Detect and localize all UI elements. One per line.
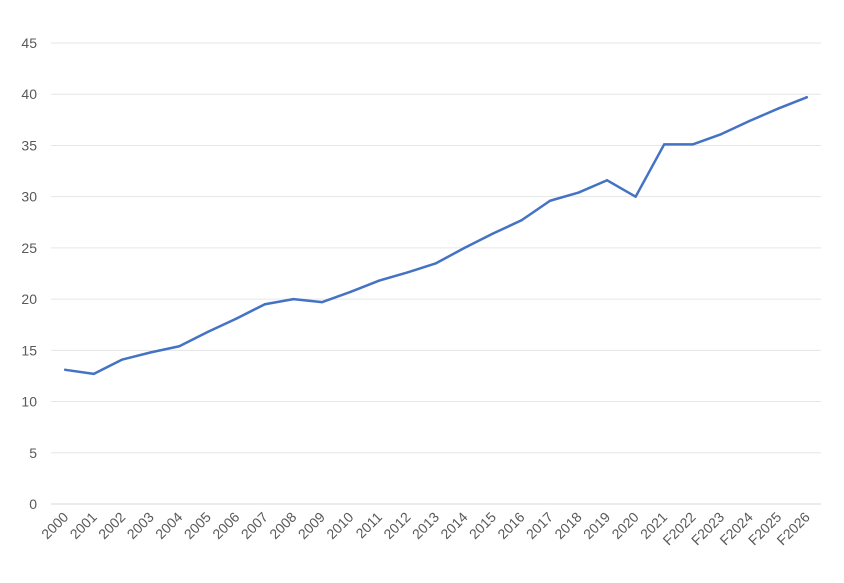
data-point [320, 300, 324, 304]
y-tick-label: 5 [29, 445, 37, 461]
x-tick-label: 2008 [266, 509, 299, 542]
y-tick-label: 35 [21, 137, 37, 153]
y-tick-label: 10 [21, 394, 37, 410]
data-point [805, 96, 808, 99]
data-point [520, 219, 523, 222]
data-point [292, 297, 295, 301]
data-point [64, 368, 67, 371]
x-tick-label: 2017 [523, 509, 556, 542]
data-point [548, 199, 552, 202]
data-point [92, 372, 95, 376]
x-tick-label: 2016 [494, 509, 527, 542]
x-tick-label: 2001 [67, 509, 100, 542]
data-point [349, 290, 352, 294]
y-tick-label: 25 [21, 240, 37, 256]
data-point [719, 132, 723, 136]
y-tick-label: 20 [21, 291, 37, 307]
x-tick-label: F2026 [773, 509, 813, 549]
data-point [149, 351, 153, 354]
data-point [577, 191, 580, 194]
y-tick-label: 30 [21, 189, 37, 205]
x-tick-label: 2015 [466, 509, 499, 542]
data-point [777, 107, 780, 110]
data-point [434, 262, 438, 265]
x-tick-label: 2013 [409, 509, 442, 542]
x-tick-label: 2020 [608, 509, 641, 542]
x-tick-label: 2002 [95, 509, 128, 542]
data-point [605, 179, 609, 182]
x-axis: 2000200120022003200420052006200720082009… [38, 503, 821, 549]
data-point [235, 317, 238, 320]
y-tick-label: 40 [21, 86, 37, 102]
data-point [691, 143, 694, 146]
data-point [178, 345, 181, 348]
y-tick-label: 0 [29, 496, 37, 512]
gridlines [51, 42, 821, 454]
x-tick-label: 2010 [323, 509, 356, 542]
x-tick-label: 2000 [38, 509, 71, 542]
data-point [406, 271, 409, 274]
x-tick-label: 2011 [352, 509, 385, 542]
x-tick-label: 2014 [437, 509, 470, 542]
y-tick-label: 45 [21, 35, 37, 51]
x-tick-label: 2004 [152, 509, 185, 542]
data-point [662, 143, 666, 146]
y-axis: 0 5 10 15 20 25 30 35 40 45 [21, 35, 37, 512]
data-point [263, 303, 267, 306]
data-point [377, 279, 381, 282]
x-tick-label: 2018 [551, 509, 584, 542]
y-tick-label: 15 [21, 342, 37, 358]
x-tick-label: 2005 [181, 509, 214, 542]
x-tick-label: 2012 [380, 509, 413, 542]
data-point [206, 330, 210, 334]
data-point [121, 358, 124, 361]
x-tick-label: 2006 [209, 509, 242, 542]
x-tick-label: 2009 [295, 509, 328, 542]
x-tick-label: 2003 [124, 509, 157, 542]
data-point [491, 232, 495, 235]
data-point [463, 246, 466, 250]
data-point [748, 119, 751, 123]
x-tick-label: 2019 [580, 509, 613, 542]
x-tick-label: 2007 [238, 509, 271, 542]
data-point [634, 195, 637, 198]
series-layer [64, 96, 808, 376]
series-line [64, 96, 808, 376]
